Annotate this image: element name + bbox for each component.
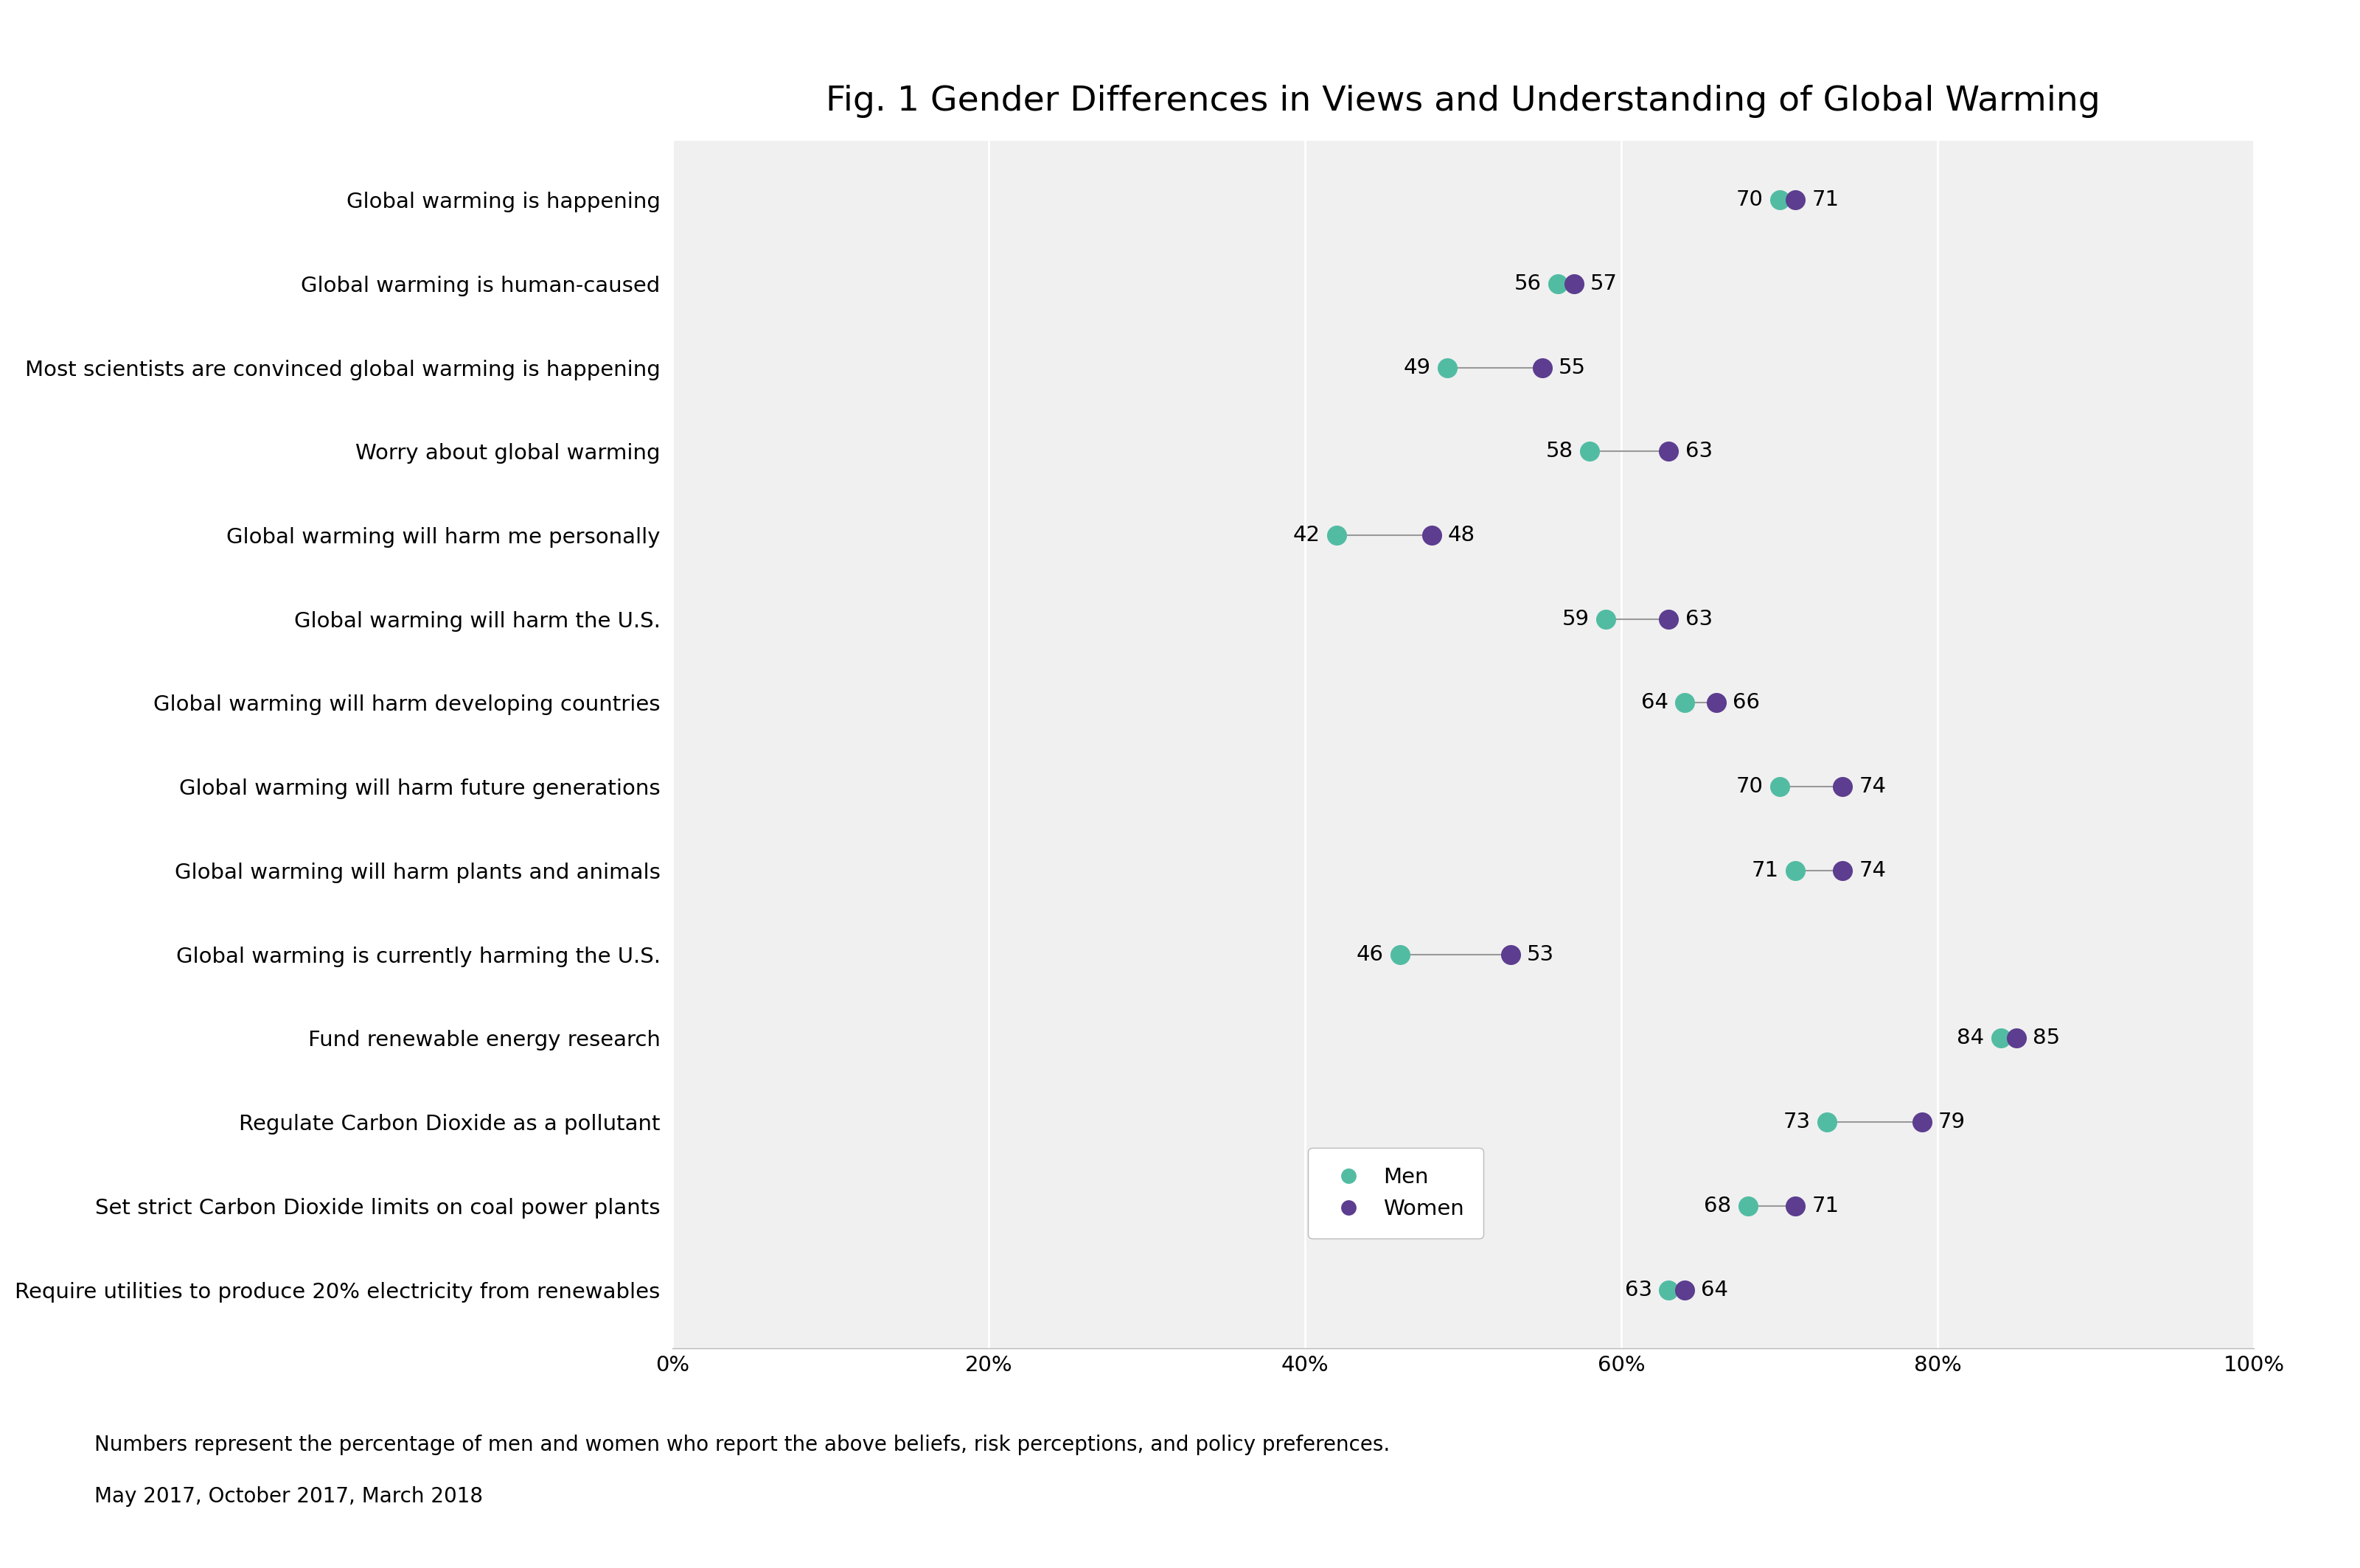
Point <box>1381 942 1418 967</box>
Point <box>1539 271 1576 296</box>
Point <box>1777 187 1815 212</box>
Text: 71: 71 <box>1751 861 1779 881</box>
Point <box>1997 1025 2034 1051</box>
Point <box>1650 1278 1687 1303</box>
Text: 79: 79 <box>1938 1112 1966 1132</box>
Point <box>1650 439 1687 464</box>
Text: 63: 63 <box>1626 1279 1652 1300</box>
Point <box>1761 187 1798 212</box>
Text: 58: 58 <box>1546 441 1574 461</box>
Point <box>1761 775 1798 800</box>
Point <box>1428 354 1466 379</box>
Text: 70: 70 <box>1737 776 1763 797</box>
Point <box>1777 858 1815 883</box>
Point <box>1902 1110 1940 1135</box>
Text: 74: 74 <box>1860 861 1886 881</box>
Text: 63: 63 <box>1685 608 1713 629</box>
Text: 57: 57 <box>1591 273 1617 293</box>
Text: 48: 48 <box>1449 525 1475 546</box>
Text: 73: 73 <box>1784 1112 1810 1132</box>
Point <box>1317 522 1355 547</box>
Point <box>1492 942 1529 967</box>
Text: 49: 49 <box>1404 358 1430 378</box>
Point <box>1730 1193 1768 1218</box>
Text: 42: 42 <box>1293 525 1319 546</box>
Point <box>1697 690 1735 715</box>
Text: 71: 71 <box>1812 190 1838 210</box>
Text: 68: 68 <box>1704 1196 1732 1217</box>
Text: 71: 71 <box>1812 1196 1838 1217</box>
Text: 85: 85 <box>2032 1029 2060 1049</box>
Text: 63: 63 <box>1685 441 1713 461</box>
Point <box>1666 690 1704 715</box>
Point <box>1808 1110 1846 1135</box>
Text: 55: 55 <box>1558 358 1586 378</box>
Point <box>1824 775 1862 800</box>
Text: Numbers represent the percentage of men and women who report the above beliefs, : Numbers represent the percentage of men … <box>94 1435 1390 1455</box>
Text: 66: 66 <box>1732 693 1761 713</box>
Text: 53: 53 <box>1527 944 1555 964</box>
Text: 56: 56 <box>1515 273 1541 293</box>
Point <box>1522 354 1560 379</box>
Text: 59: 59 <box>1562 608 1588 629</box>
Point <box>1572 439 1610 464</box>
Point <box>1666 1278 1704 1303</box>
Point <box>1777 1193 1815 1218</box>
Point <box>1982 1025 2020 1051</box>
Text: 46: 46 <box>1357 944 1383 964</box>
Title: Fig. 1 Gender Differences in Views and Understanding of Global Warming: Fig. 1 Gender Differences in Views and U… <box>826 85 2100 118</box>
Point <box>1586 607 1624 632</box>
Point <box>1414 522 1451 547</box>
Text: 84: 84 <box>1956 1029 1985 1049</box>
Text: 64: 64 <box>1702 1279 1728 1300</box>
Point <box>1555 271 1593 296</box>
Text: 64: 64 <box>1640 693 1669 713</box>
Text: 70: 70 <box>1737 190 1763 210</box>
Point <box>1824 858 1862 883</box>
Point <box>1650 607 1687 632</box>
Text: May 2017, October 2017, March 2018: May 2017, October 2017, March 2018 <box>94 1486 484 1507</box>
Text: 74: 74 <box>1860 776 1886 797</box>
Legend: Men, Women: Men, Women <box>1307 1148 1484 1239</box>
